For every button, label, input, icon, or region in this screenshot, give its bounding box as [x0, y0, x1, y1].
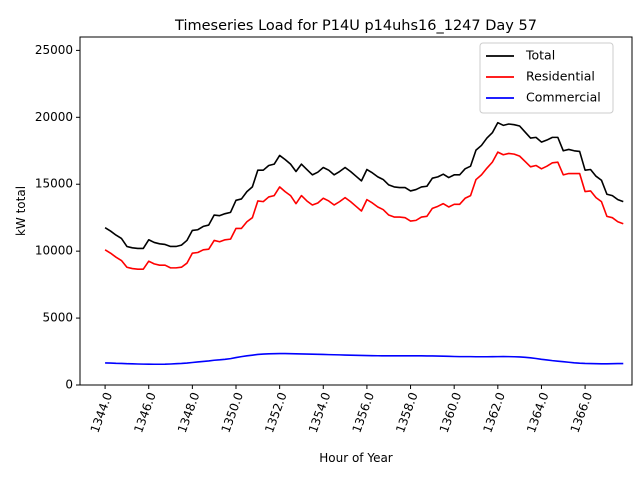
y-axis-label: kW total [14, 186, 28, 236]
y-tick-label: 15000 [35, 177, 73, 191]
plot-frame [79, 36, 633, 386]
legend-box [479, 42, 614, 114]
legend-label-residential: Residential [526, 69, 595, 84]
legend: Total Residential Commercial [479, 42, 614, 114]
series-line-residential [104, 151, 624, 271]
y-tick-label: 10000 [35, 244, 73, 258]
series-line-total [104, 121, 624, 250]
y-tick-label: 20000 [35, 110, 73, 124]
y-tick-label: 0 [65, 378, 73, 392]
y-tick-label: 25000 [35, 43, 73, 57]
y-tick-label: 5000 [42, 311, 73, 325]
legend-label-commercial: Commercial [526, 90, 601, 105]
series-line-commercial [105, 352, 624, 366]
legend-label-total: Total [525, 48, 555, 63]
x-axis-label: Hour of Year [319, 451, 393, 465]
y-axis-ticks: 0 5000 10000 15000 20000 25000 [35, 43, 80, 392]
series-layer [104, 121, 624, 366]
chart-title: Timeseries Load for P14U p14uhs16_1247 D… [174, 18, 537, 34]
